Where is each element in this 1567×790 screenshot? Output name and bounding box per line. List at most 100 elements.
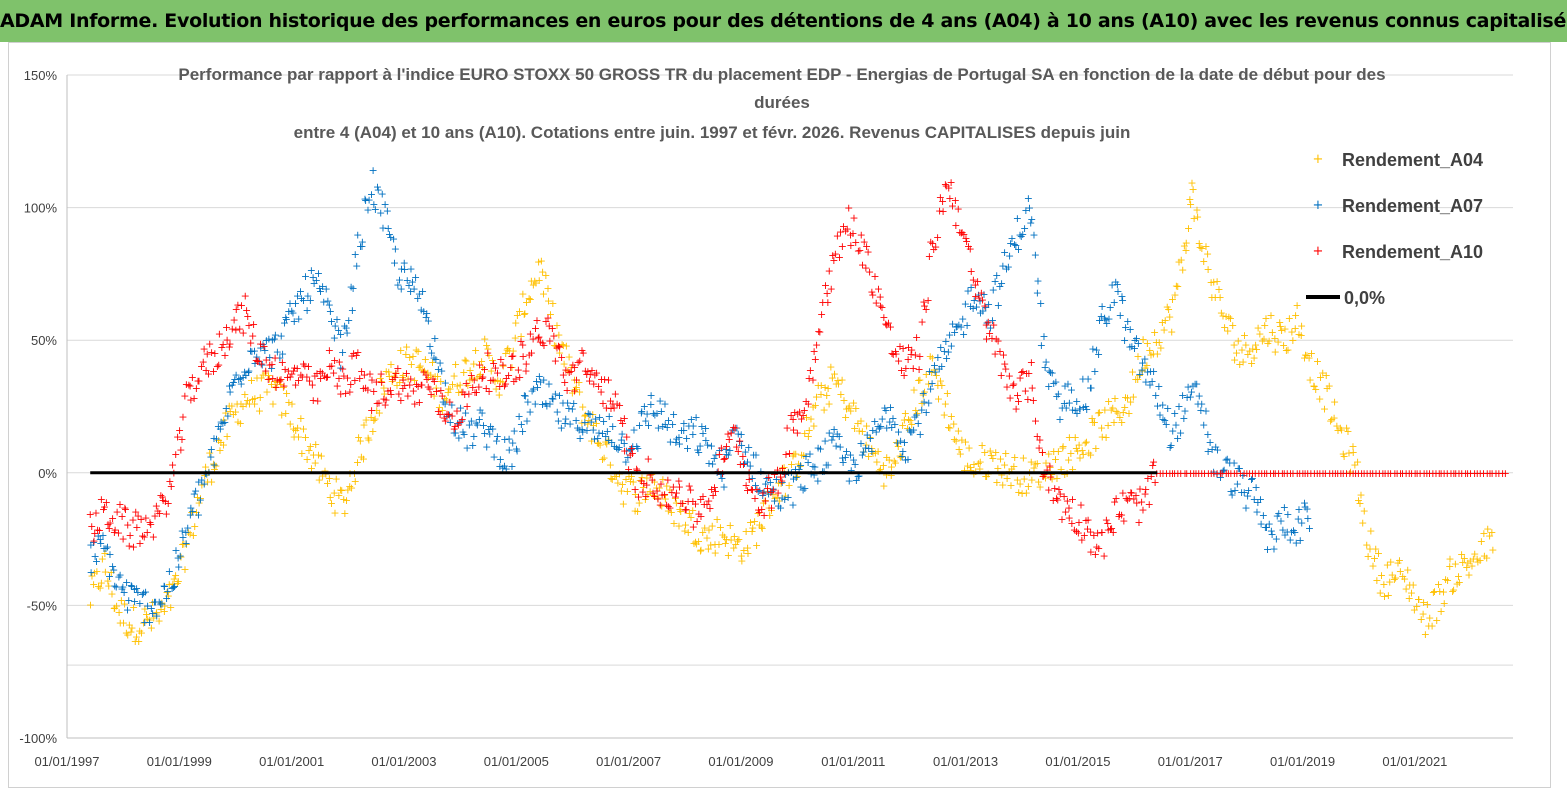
data-point: + [729, 423, 738, 436]
data-point: + [1390, 573, 1399, 586]
data-point: + [174, 575, 183, 588]
data-point: + [611, 387, 620, 400]
data-point: + [663, 421, 672, 434]
data-point: + [97, 493, 106, 506]
data-point: + [1209, 466, 1218, 479]
data-point: + [200, 477, 209, 490]
data-point: + [1409, 578, 1418, 591]
data-point: + [188, 505, 197, 518]
data-point: + [876, 463, 885, 476]
data-point: + [165, 578, 174, 591]
data-point: + [176, 444, 185, 457]
data-point: + [178, 525, 187, 538]
data-point: + [843, 222, 852, 235]
data-point: + [187, 506, 196, 519]
data-point: + [389, 232, 398, 245]
data-point: + [1460, 552, 1469, 565]
data-point: + [820, 434, 829, 447]
data-point: + [900, 414, 909, 427]
data-point: + [182, 378, 191, 391]
data-point: + [1029, 461, 1038, 474]
data-point: + [916, 428, 925, 441]
data-point: + [505, 432, 514, 445]
data-point: + [1000, 458, 1009, 471]
data-point: + [1390, 467, 1399, 480]
data-point: + [289, 422, 298, 435]
data-point: + [1040, 468, 1049, 481]
data-point: + [563, 396, 572, 409]
data-point: + [523, 396, 532, 409]
data-point: + [821, 279, 830, 292]
data-point: + [148, 607, 157, 620]
data-point: + [1072, 407, 1081, 420]
data-point: + [189, 392, 198, 405]
data-point: + [1104, 523, 1113, 536]
data-point: + [303, 289, 312, 302]
data-point: + [357, 451, 366, 464]
data-point: + [95, 524, 104, 537]
data-point: + [989, 318, 998, 331]
data-point: + [1119, 515, 1128, 528]
data-point: + [1287, 525, 1296, 538]
data-point: + [229, 376, 238, 389]
data-point: + [650, 490, 659, 503]
data-point: + [799, 449, 808, 462]
data-point: + [1226, 312, 1235, 325]
y-tick-label: 50% [31, 333, 57, 348]
data-point: + [1275, 316, 1284, 329]
data-point: + [1027, 474, 1036, 487]
data-point: + [89, 535, 98, 548]
data-point: + [465, 364, 474, 377]
data-point: + [365, 368, 374, 381]
data-point: + [646, 485, 655, 498]
data-point: + [99, 503, 108, 516]
data-point: + [1176, 467, 1185, 480]
data-point: + [748, 521, 757, 534]
data-point: + [856, 415, 865, 428]
data-point: + [98, 529, 107, 542]
data-point: + [1046, 461, 1055, 474]
data-point: + [1301, 500, 1310, 513]
data-point: + [930, 359, 939, 372]
data-point: + [1001, 362, 1010, 375]
data-point: + [1179, 412, 1188, 425]
data-point: + [531, 322, 540, 335]
series-Rendement_A07: ++++++++++++++++++++++++++++++++++++++++… [86, 164, 1314, 629]
data-point: + [672, 486, 681, 499]
data-point: + [247, 374, 256, 387]
data-point: + [604, 373, 613, 386]
data-point: + [483, 342, 492, 355]
data-point: + [322, 282, 331, 295]
data-point: + [276, 378, 285, 391]
data-point: + [1292, 537, 1301, 550]
data-point: + [999, 349, 1008, 362]
data-point: + [1241, 501, 1250, 514]
data-point: + [375, 406, 384, 419]
data-point: + [1186, 390, 1195, 403]
data-point: + [231, 406, 240, 419]
data-point: + [626, 444, 635, 457]
data-point: + [300, 359, 309, 372]
data-point: + [1099, 549, 1108, 562]
data-point: + [934, 392, 943, 405]
data-point: + [1405, 578, 1414, 591]
data-point: + [882, 451, 891, 464]
data-point: + [854, 244, 863, 257]
data-point: + [282, 313, 291, 326]
data-point: + [1218, 310, 1227, 323]
data-point: + [373, 181, 382, 194]
data-point: + [207, 346, 216, 359]
data-point: + [1230, 339, 1239, 352]
data-point: + [516, 335, 525, 348]
data-point: + [227, 400, 236, 413]
data-point: + [941, 335, 950, 348]
data-point: + [1106, 301, 1115, 314]
data-point: + [1346, 465, 1355, 478]
data-point: + [120, 502, 129, 515]
data-point: + [1248, 343, 1257, 356]
data-point: + [325, 360, 334, 373]
data-point: + [170, 580, 179, 593]
data-point: + [1351, 467, 1360, 480]
data-point: + [1288, 467, 1297, 480]
data-point: + [914, 374, 923, 387]
